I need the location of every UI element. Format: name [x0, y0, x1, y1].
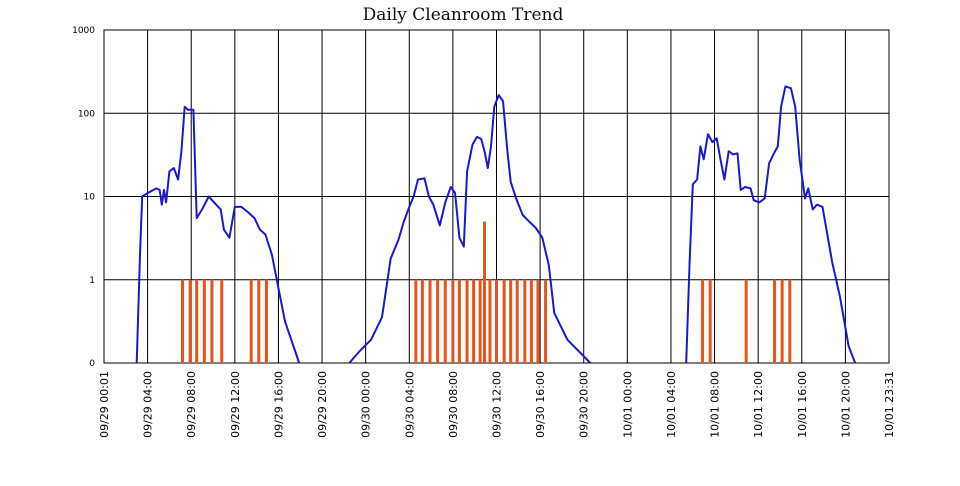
- x-tick-label: 09/29 00:01: [98, 371, 111, 438]
- x-tick-label: 09/29 12:00: [229, 371, 242, 438]
- x-tick-label: 09/29 20:00: [316, 371, 329, 438]
- x-tick-label: 09/30 04:00: [403, 371, 416, 438]
- bar: [472, 279, 476, 363]
- bar: [509, 279, 513, 363]
- x-tick-label: 10/01 20:00: [839, 371, 852, 438]
- bar: [428, 279, 432, 363]
- series-line: [348, 94, 592, 364]
- bar: [708, 279, 712, 363]
- grid: [103, 29, 890, 364]
- x-tick-label: 10/01 00:00: [621, 371, 634, 438]
- x-tick-label: 09/30 12:00: [491, 371, 504, 438]
- bar: [744, 279, 748, 363]
- bar: [420, 279, 424, 363]
- y-tick-label: 10: [84, 193, 96, 203]
- bar: [202, 279, 206, 363]
- bar: [465, 279, 469, 363]
- bar: [181, 279, 184, 363]
- bar: [495, 279, 498, 363]
- x-tick-label: 10/01 23:31: [883, 371, 896, 438]
- bar: [210, 279, 214, 363]
- bar: [544, 279, 548, 363]
- x-tick-label: 09/30 16:00: [534, 371, 547, 438]
- bar: [536, 279, 540, 363]
- x-tick-label: 10/01 16:00: [796, 371, 809, 438]
- x-tick-label: 09/29 16:00: [272, 371, 285, 438]
- bar: [523, 279, 527, 363]
- bar: [457, 279, 461, 363]
- y-tick-label: 1000: [72, 26, 95, 36]
- bar: [249, 279, 253, 363]
- bar: [701, 279, 705, 363]
- y-tick-label: 0: [89, 359, 95, 369]
- bar: [195, 279, 199, 363]
- chart-title: Daily Cleanroom Trend: [363, 5, 564, 25]
- bar: [220, 279, 224, 363]
- bar: [483, 221, 487, 363]
- series-line: [135, 105, 301, 364]
- line-series: [135, 85, 857, 364]
- x-tick-label: 09/29 08:00: [185, 371, 198, 438]
- bar: [443, 279, 447, 363]
- bar: [502, 279, 506, 363]
- bar: [414, 279, 418, 363]
- bar-series: [181, 221, 792, 363]
- y-tick-label: 1: [89, 276, 95, 286]
- bar: [451, 279, 455, 363]
- bar: [780, 279, 784, 363]
- x-tick-label: 10/01 08:00: [709, 371, 722, 438]
- bar: [788, 279, 792, 363]
- x-tick-label: 10/01 12:00: [752, 371, 765, 438]
- bar: [257, 279, 261, 363]
- bar: [529, 279, 533, 363]
- bar: [264, 279, 268, 363]
- x-tick-label: 09/30 20:00: [578, 371, 591, 438]
- x-tick-label: 10/01 04:00: [665, 371, 678, 438]
- bar: [188, 279, 192, 363]
- x-tick-label: 09/29 04:00: [142, 371, 155, 438]
- series-line: [685, 85, 857, 364]
- bar: [478, 279, 482, 363]
- bar: [488, 279, 492, 363]
- bar: [773, 279, 777, 363]
- bar: [436, 279, 440, 363]
- y-tick-label: 100: [78, 109, 95, 119]
- x-tick-label: 09/30 08:00: [447, 371, 460, 438]
- x-tick-label: 09/30 00:00: [360, 371, 373, 438]
- bar: [515, 279, 519, 363]
